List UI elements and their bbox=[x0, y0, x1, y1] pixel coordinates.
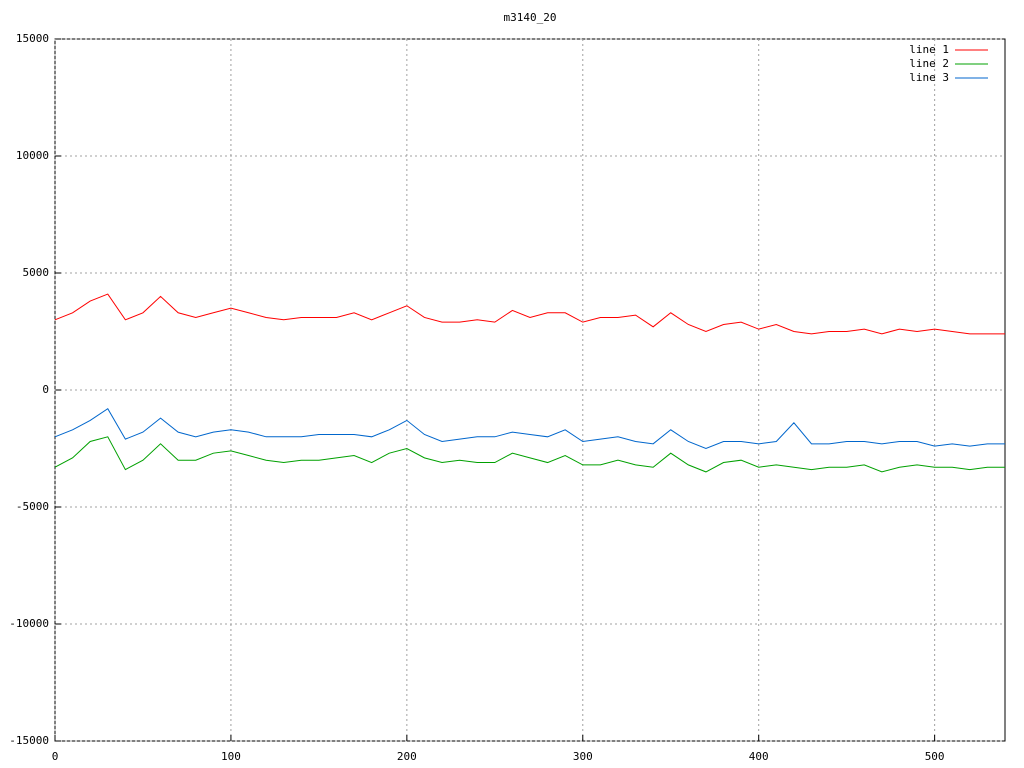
x-tick-label: 400 bbox=[749, 750, 769, 763]
series-line bbox=[54, 293, 1005, 335]
y-tick-label: 5000 bbox=[23, 266, 50, 279]
y-tick-label: -10000 bbox=[9, 617, 49, 630]
x-tick-label: 100 bbox=[221, 750, 241, 763]
y-tick-label: -5000 bbox=[16, 500, 49, 513]
y-tick-label: 0 bbox=[42, 383, 49, 396]
x-tick-label: 500 bbox=[925, 750, 945, 763]
x-tick-label: 300 bbox=[573, 750, 593, 763]
series-line bbox=[54, 408, 1005, 450]
x-tick-label: 0 bbox=[52, 750, 59, 763]
series-line bbox=[54, 436, 1005, 473]
y-tick-label: 10000 bbox=[16, 149, 49, 162]
x-tick-label: 200 bbox=[397, 750, 417, 763]
chart-title: m3140_20 bbox=[504, 11, 557, 24]
y-tick-label: 15000 bbox=[16, 32, 49, 45]
legend-label: line 2 bbox=[909, 57, 949, 70]
legend-label: line 1 bbox=[909, 43, 949, 56]
y-tick-label: -15000 bbox=[9, 734, 49, 747]
legend-label: line 3 bbox=[909, 71, 949, 84]
